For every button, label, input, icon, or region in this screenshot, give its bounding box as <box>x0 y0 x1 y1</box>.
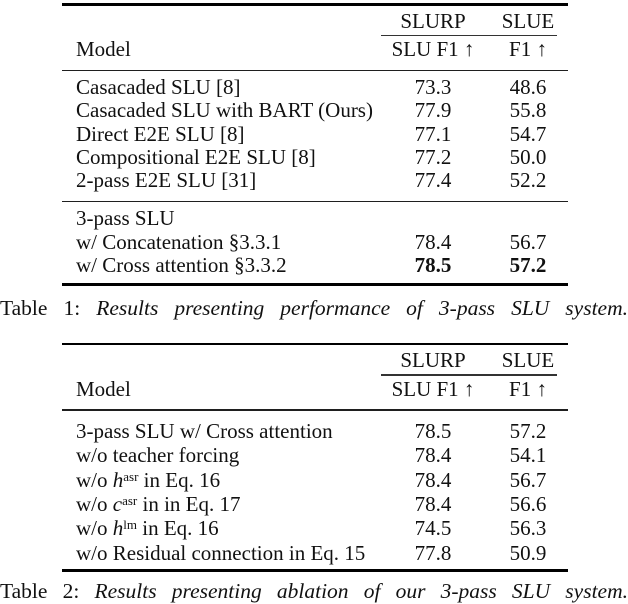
table-row: w/o hasr in Eq. 16 78.4 56.7 <box>62 468 568 492</box>
row-value-slue: 54.7 <box>509 121 547 146</box>
row-value-slurp: 77.1 <box>414 121 452 146</box>
row-label: w/o teacher forcing <box>76 443 240 468</box>
row-value-slurp: 77.8 <box>414 540 452 565</box>
table-body-section: Casacaded SLU [8] 73.3 48.6 Casacaded SLU w… <box>62 71 568 200</box>
row-value-slurp: 78.4 <box>414 229 452 254</box>
caption-label: Table 1: <box>0 295 81 320</box>
row-value-slurp: 78.4 <box>414 443 452 468</box>
column-header-slu-f1: SLU F1 ↑ <box>391 37 475 62</box>
group-header-slurp: SLURP <box>400 8 466 33</box>
table-row: 2-pass E2E SLU [31] 77.4 52.2 <box>62 168 568 193</box>
row-value-slurp: 78.4 <box>414 492 452 517</box>
row-value-slurp: 74.5 <box>414 516 452 541</box>
table-1-caption: Table 1: Results presenting performance … <box>0 295 628 321</box>
row-value-slue: 50.9 <box>509 540 547 565</box>
row-label: Casacaded SLU with BART (Ours) <box>76 98 373 123</box>
row-value-slue: 56.7 <box>509 229 547 254</box>
row-value-slue: 54.1 <box>509 443 547 468</box>
row-label: 2-pass E2E SLU [31] <box>76 168 257 193</box>
row-label: Compositional E2E SLU [8] <box>76 145 316 170</box>
table-row: Compositional E2E SLU [8] 77.2 50.0 <box>62 145 568 170</box>
row-label: w/o hlm in Eq. 16 <box>76 516 219 541</box>
row-value-slurp: 77.9 <box>414 98 452 123</box>
table-row: 3-pass SLU w/ Cross attention 78.5 57.2 <box>62 419 568 443</box>
ablation-table-2: SLURP SLUE Model SLU F1 ↑ F1 ↑ 3-pass SL… <box>62 342 568 572</box>
table-2-caption: Table 2: Results presenting ablation of … <box>0 578 628 604</box>
column-header-row: Model SLU F1 ↑ F1 ↑ <box>62 36 568 69</box>
column-header-model: Model <box>76 376 131 401</box>
caption-text: Results presenting ablation of our 3-pas… <box>94 578 628 603</box>
row-value-slue: 56.7 <box>509 467 547 492</box>
group-header-row: SLURP SLUE <box>62 345 568 374</box>
table-row: w/ Cross attention §3.3.2 78.5 57.2 <box>62 252 568 277</box>
row-value-slue: 57.2 <box>509 418 547 443</box>
math-variable: h <box>112 516 124 541</box>
top-rule <box>62 3 568 6</box>
row-value-slurp: 78.5 <box>414 418 452 443</box>
row-value-slue: 52.2 <box>509 168 547 193</box>
math-variable: h <box>112 467 124 492</box>
table-row: w/o Residual connection in Eq. 15 77.8 50.… <box>62 541 568 565</box>
row-value-slurp: 77.4 <box>414 168 452 193</box>
group-header-spacer <box>62 10 378 33</box>
row-label: Direct E2E SLU [8] <box>76 121 245 146</box>
row-value-slue: 57.2 <box>509 252 547 277</box>
header-rule <box>62 409 568 411</box>
row-label: Casacaded SLU [8] <box>76 75 241 100</box>
math-superscript: asr <box>122 493 138 509</box>
table-row: 3-pass SLU <box>62 207 568 230</box>
row-label: 3-pass SLU w/ Cross attention <box>76 418 333 443</box>
row-label: w/ Concatenation §3.3.1 <box>76 229 282 254</box>
caption-label: Table 2: <box>0 578 80 603</box>
column-header-model: Model <box>76 37 131 62</box>
column-header-f1: F1 ↑ <box>509 376 547 401</box>
group-header-slue: SLUE <box>501 348 555 373</box>
group-header-row: SLURP SLUE <box>62 6 568 35</box>
column-header-row: Model SLU F1 ↑ F1 ↑ <box>62 376 568 409</box>
column-header-f1: F1 ↑ <box>509 37 547 62</box>
top-rule <box>62 342 568 346</box>
caption-text: Results presenting performance of 3-pass… <box>96 295 628 320</box>
bottom-rule <box>62 569 568 572</box>
table-row: Casacaded SLU with BART (Ours) 77.9 55.8 <box>62 98 568 123</box>
header-rule <box>62 69 568 72</box>
bottom-rule <box>62 283 568 286</box>
row-value-slue <box>488 207 568 230</box>
row-value-slue: 50.0 <box>509 145 547 170</box>
group-header-slurp: SLURP <box>400 348 466 373</box>
math-superscript: lm <box>123 517 137 533</box>
table-row: w/o hlm in Eq. 16 74.5 56.3 <box>62 516 568 540</box>
row-label: 3-pass SLU <box>76 206 175 231</box>
row-value-slue: 56.3 <box>509 516 547 541</box>
row-value-slurp <box>378 207 488 230</box>
row-label: w/o hasr in Eq. 16 <box>76 467 221 492</box>
table-body-section: 3-pass SLU w/ Cross attention 78.5 57.2 w/o… <box>62 411 568 569</box>
mid-rule <box>62 200 568 203</box>
row-value-slue: 55.8 <box>509 98 547 123</box>
row-value-slue: 56.6 <box>509 492 547 517</box>
group-header-spacer <box>62 349 378 372</box>
math-variable: c <box>112 492 123 517</box>
row-label: w/o casr in in Eq. 17 <box>76 492 241 517</box>
row-value-slurp: 78.5 <box>414 252 452 277</box>
row-label: w/o Residual connection in Eq. 15 <box>76 540 366 565</box>
table-row: Casacaded SLU [8] 73.3 48.6 <box>62 75 568 100</box>
math-superscript: asr <box>123 468 139 484</box>
row-value-slurp: 73.3 <box>414 75 452 100</box>
row-value-slurp: 77.2 <box>414 145 452 170</box>
table-row: Direct E2E SLU [8] 77.1 54.7 <box>62 121 568 146</box>
row-value-slurp: 78.4 <box>414 467 452 492</box>
cmidrule <box>381 374 557 376</box>
table-row: w/ Concatenation §3.3.1 78.4 56.7 <box>62 229 568 254</box>
cmidrule <box>381 34 557 37</box>
group-header-slue: SLUE <box>501 8 555 33</box>
column-header-slu-f1: SLU F1 ↑ <box>391 376 475 401</box>
table-body-section: 3-pass SLU w/ Concatenation §3.3.1 78.4 56.… <box>62 202 568 283</box>
row-value-slue: 48.6 <box>509 75 547 100</box>
table-row: w/o casr in in Eq. 17 78.4 56.6 <box>62 492 568 516</box>
table-row: w/o teacher forcing 78.4 54.1 <box>62 443 568 467</box>
row-label: w/ Cross attention §3.3.2 <box>76 252 287 277</box>
results-table-1: SLURP SLUE Model SLU F1 ↑ F1 ↑ Casacaded… <box>62 3 568 286</box>
